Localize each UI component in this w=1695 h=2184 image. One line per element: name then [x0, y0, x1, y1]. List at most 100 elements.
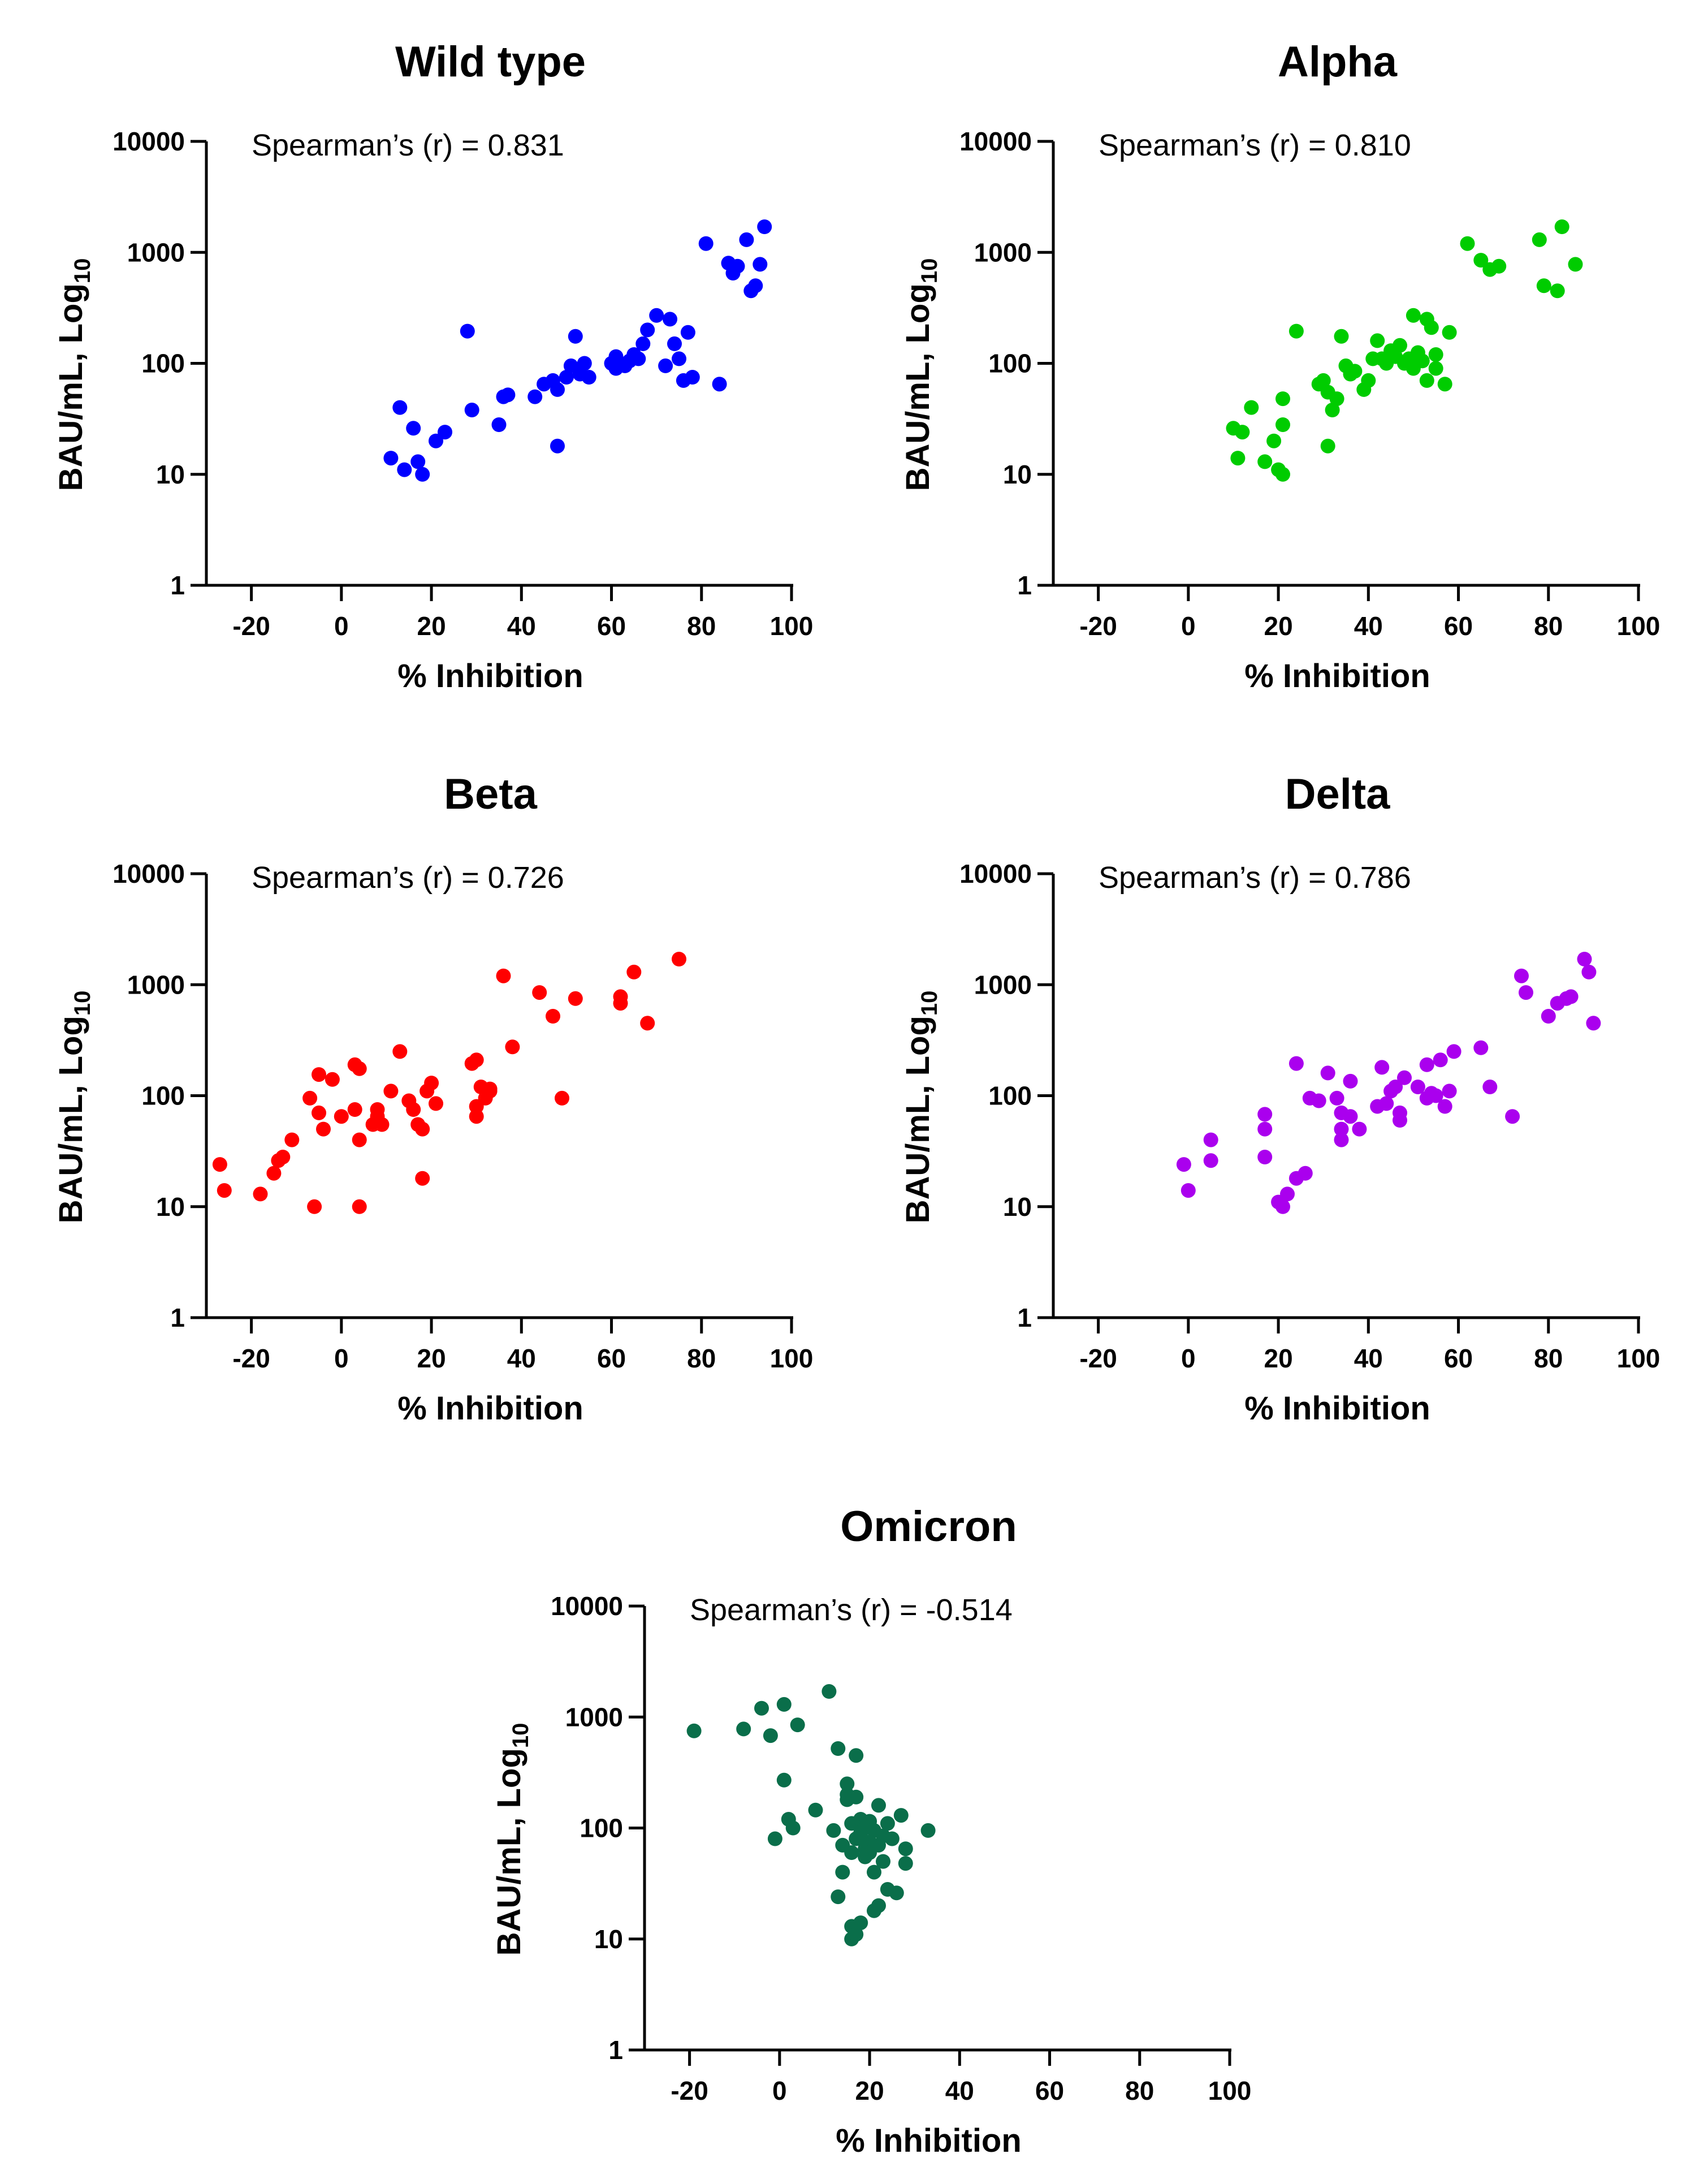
data-point	[1280, 1186, 1295, 1202]
y-tick-label: 1	[1017, 571, 1032, 600]
data-point	[748, 278, 763, 293]
data-point	[1343, 1073, 1358, 1089]
data-point	[785, 1820, 801, 1836]
data-point	[1437, 377, 1452, 392]
y-axis-label: BAU/mL, Log10	[53, 258, 95, 491]
data-point	[275, 1150, 291, 1164]
data-point	[1491, 258, 1507, 274]
data-point	[686, 1723, 702, 1738]
data-point	[1424, 320, 1439, 335]
data-point	[1514, 968, 1529, 983]
x-axis-label: % Inhibition	[1244, 1390, 1430, 1427]
data-point	[284, 1132, 300, 1147]
y-axis-label: BAU/mL, Log10	[53, 991, 95, 1224]
y-tick-label: 1000	[127, 238, 185, 267]
data-point	[312, 1105, 326, 1120]
y-tick-label: 1	[170, 1303, 185, 1332]
y-tick-label: 1000	[974, 970, 1032, 999]
x-tick-label: 20	[855, 2076, 884, 2105]
data-point	[1320, 438, 1335, 454]
data-point	[1374, 1060, 1390, 1075]
y-tick-label: 100	[141, 1081, 185, 1111]
data-point	[1415, 353, 1430, 369]
x-tick-label: 100	[1617, 1344, 1661, 1373]
x-tick-label: 80	[1534, 1344, 1563, 1373]
data-point	[555, 1090, 569, 1106]
data-point	[410, 454, 426, 469]
y-tick-label: 1	[608, 2035, 623, 2065]
data-point	[640, 322, 655, 338]
data-point	[1406, 308, 1421, 323]
spearman-annotation: Spearman’s (r) = 0.831	[252, 128, 564, 162]
x-axis-label: % Inhibition	[836, 2122, 1022, 2159]
x-axis-label: % Inhibition	[1244, 658, 1430, 694]
data-point	[438, 425, 452, 440]
data-point	[1541, 1009, 1556, 1024]
data-point	[1473, 1040, 1489, 1055]
data-point	[1235, 425, 1250, 440]
y-tick-label: 100	[988, 349, 1032, 378]
x-tick-label: 60	[597, 1344, 626, 1373]
data-point	[1577, 952, 1592, 966]
y-tick-label: 1	[170, 571, 185, 600]
x-tick-label: 0	[772, 2076, 787, 2105]
data-point	[559, 370, 574, 385]
data-point	[1320, 1065, 1335, 1081]
data-point	[1410, 1080, 1425, 1094]
data-point	[424, 1076, 439, 1091]
data-point	[1419, 373, 1434, 388]
data-point	[1244, 400, 1259, 415]
data-point	[1288, 323, 1304, 339]
data-point	[500, 387, 516, 403]
data-point	[1298, 1166, 1313, 1181]
data-point	[867, 1864, 881, 1880]
data-point	[672, 351, 686, 366]
data-points	[1176, 952, 1601, 1214]
data-point	[1203, 1132, 1218, 1147]
y-tick-label: 10	[156, 460, 185, 489]
data-point	[352, 1199, 367, 1214]
data-point	[831, 1741, 846, 1756]
data-point	[1482, 1080, 1498, 1094]
data-points	[212, 952, 686, 1214]
x-tick-label: 0	[1181, 611, 1196, 641]
data-point	[871, 1798, 886, 1813]
data-point	[808, 1802, 823, 1818]
x-tick-label: 60	[1035, 2076, 1064, 2105]
x-tick-label: 100	[1617, 611, 1661, 641]
data-point	[460, 323, 475, 339]
data-point	[1473, 253, 1489, 268]
data-point	[685, 370, 700, 385]
chart-title: Omicron	[840, 1503, 1017, 1551]
data-point	[613, 996, 628, 1011]
x-tick-label: 80	[1125, 2076, 1154, 2105]
data-point	[217, 1183, 232, 1198]
data-point	[316, 1121, 331, 1137]
data-points	[686, 1684, 936, 1946]
data-point	[736, 1721, 751, 1737]
data-point	[1275, 1199, 1290, 1214]
data-point	[334, 1109, 349, 1124]
data-point	[383, 1084, 399, 1099]
x-tick-label: 60	[1444, 611, 1473, 641]
data-point	[1370, 333, 1385, 348]
data-point	[712, 377, 727, 392]
chart-title: Beta	[444, 770, 537, 818]
data-point	[739, 232, 754, 247]
x-axis-label: % Inhibition	[397, 658, 583, 694]
data-point	[835, 1864, 850, 1880]
data-point	[831, 1889, 846, 1905]
data-point	[532, 985, 547, 1000]
data-point	[1532, 232, 1547, 247]
data-point	[325, 1072, 340, 1087]
data-point	[1257, 454, 1273, 469]
data-point	[871, 1898, 886, 1913]
chart-panel-omicron: Omicron 1 10 100 1000 10000 -20 0 20 40 60 80 100 % I…	[491, 1503, 1251, 2159]
data-point	[406, 1102, 421, 1117]
data-point	[844, 1845, 859, 1860]
data-point	[1437, 1099, 1452, 1114]
y-axis-label: BAU/mL, Log10	[491, 1723, 533, 1956]
data-point	[821, 1684, 837, 1699]
data-point	[469, 1109, 484, 1124]
